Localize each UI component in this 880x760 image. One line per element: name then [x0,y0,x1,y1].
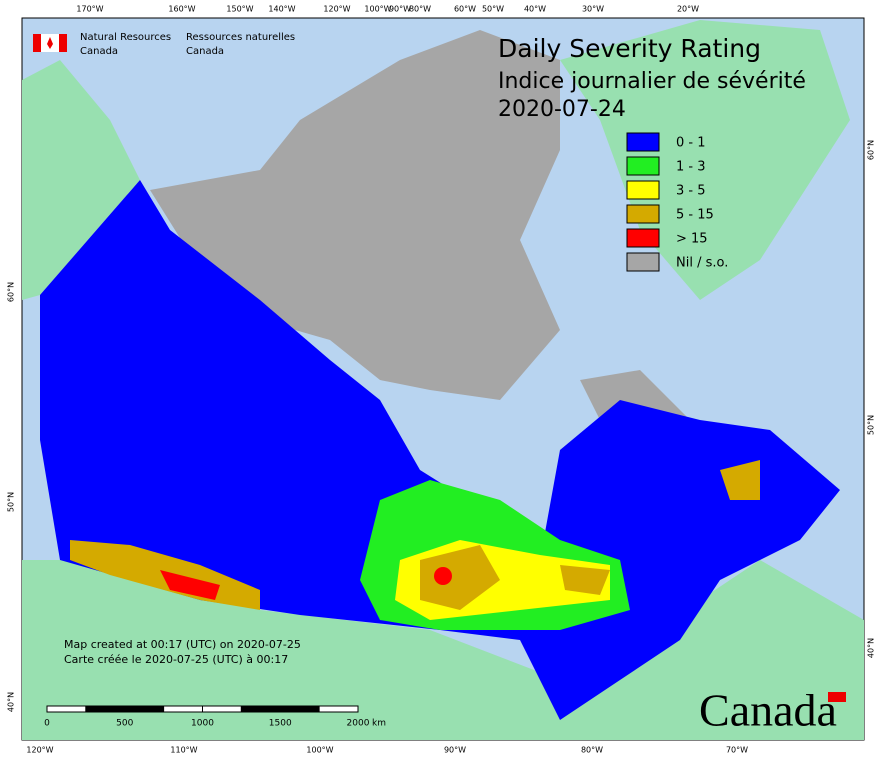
patch-red-west [160,570,220,600]
legend-label: 5 - 15 [676,208,714,223]
legend-label: 0 - 1 [676,136,706,151]
legend-label: Nil / s.o. [676,256,728,271]
graticule-label: 140°W [268,5,295,14]
patch-red [434,567,452,585]
legend-swatch [626,204,660,224]
graticule: 170°W 160°W 150°W 140°W 120°W 100°W90°W80°W 60… [7,5,876,755]
scale-segment [279,705,320,713]
scale-label: 1500 [269,719,292,729]
scale-unit: km [372,719,386,729]
flag-bar [59,34,67,52]
logo: Natural Resources Canada Ressources natu… [33,32,295,57]
graticule-label: 50°N [867,415,876,435]
graticule-label: 160°W [168,5,195,14]
graticule-label: 110°W [170,746,197,755]
flag-leaf [47,37,53,49]
graticule-label: 170°W [76,5,103,14]
legend-swatch [626,180,660,200]
graticule-label: 90°W [444,746,466,755]
graticule-label: 40°W [524,5,546,14]
wordmark: Canada [699,685,837,736]
legend-swatch [626,132,660,152]
patch-orange-east [720,460,760,500]
wordmark-flag [828,692,846,702]
legend-swatch [626,156,660,176]
scale-label: 500 [116,719,133,729]
patch-orange [420,545,610,610]
scale-segment [46,705,87,713]
graticule-label: 150°W [226,5,253,14]
scale-label: 1000 [191,719,214,729]
graticule-label: 40°N [7,692,16,712]
graticule-label: 60°W [454,5,476,14]
graticule-label: 100°W [364,5,391,14]
graticule-label: 50°W [482,5,504,14]
scale-segment [124,705,165,713]
scale-segment [85,705,126,713]
greenland [560,20,850,300]
scale-segment [318,705,359,713]
org-en: Natural Resources [80,32,171,43]
note: Carte créée le 2020-07-25 (UTC) à 00:17 [64,653,288,666]
legend-label: 3 - 5 [676,184,706,199]
graticule-label: 120°W [26,746,53,755]
note: Map created at 00:17 (UTC) on 2020-07-25 [64,638,301,651]
legend-label: 1 - 3 [676,160,706,175]
org-en: Canada [80,46,118,57]
graticule-label: 80°W [409,5,431,14]
scale-label: 0 [44,719,50,729]
title: Indice journalier de sévérité [498,69,806,94]
scale-segment [163,705,203,713]
org-fr: Ressources naturelles [186,32,295,43]
graticule-label: 60°N [7,282,16,302]
org-fr: Canada [186,46,224,57]
flag-bar [33,34,41,52]
graticule-label: 80°W [581,746,603,755]
graticule-label: 60°N [867,140,876,160]
graticule-label: 40°N [867,638,876,658]
hudson-bay [495,400,560,500]
legend-swatch [626,252,660,272]
legend: 0 - 1 1 - 3 3 - 5 5 - 15 > 15 Nil / s.o. [626,132,728,272]
legend-label: > 15 [676,232,708,247]
scale-label: 2000 [347,719,370,729]
legend-swatch [626,228,660,248]
graticule-label: 30°W [582,5,604,14]
graticule-label: 20°W [677,5,699,14]
title: 2020-07-24 [498,97,626,122]
graticule-label: 50°N [7,492,16,512]
title: Daily Severity Rating [498,34,761,63]
alaska [22,60,140,300]
scale-segment [240,705,281,713]
scale-bar: 0 500 1000 1500 2000 km [44,705,386,729]
scale-segment [202,705,242,713]
graticule-label: 100°W [306,746,333,755]
graticule-label: 70°W [726,746,748,755]
graticule-label: 120°W [323,5,350,14]
graticule-label: 90°W [389,5,411,14]
